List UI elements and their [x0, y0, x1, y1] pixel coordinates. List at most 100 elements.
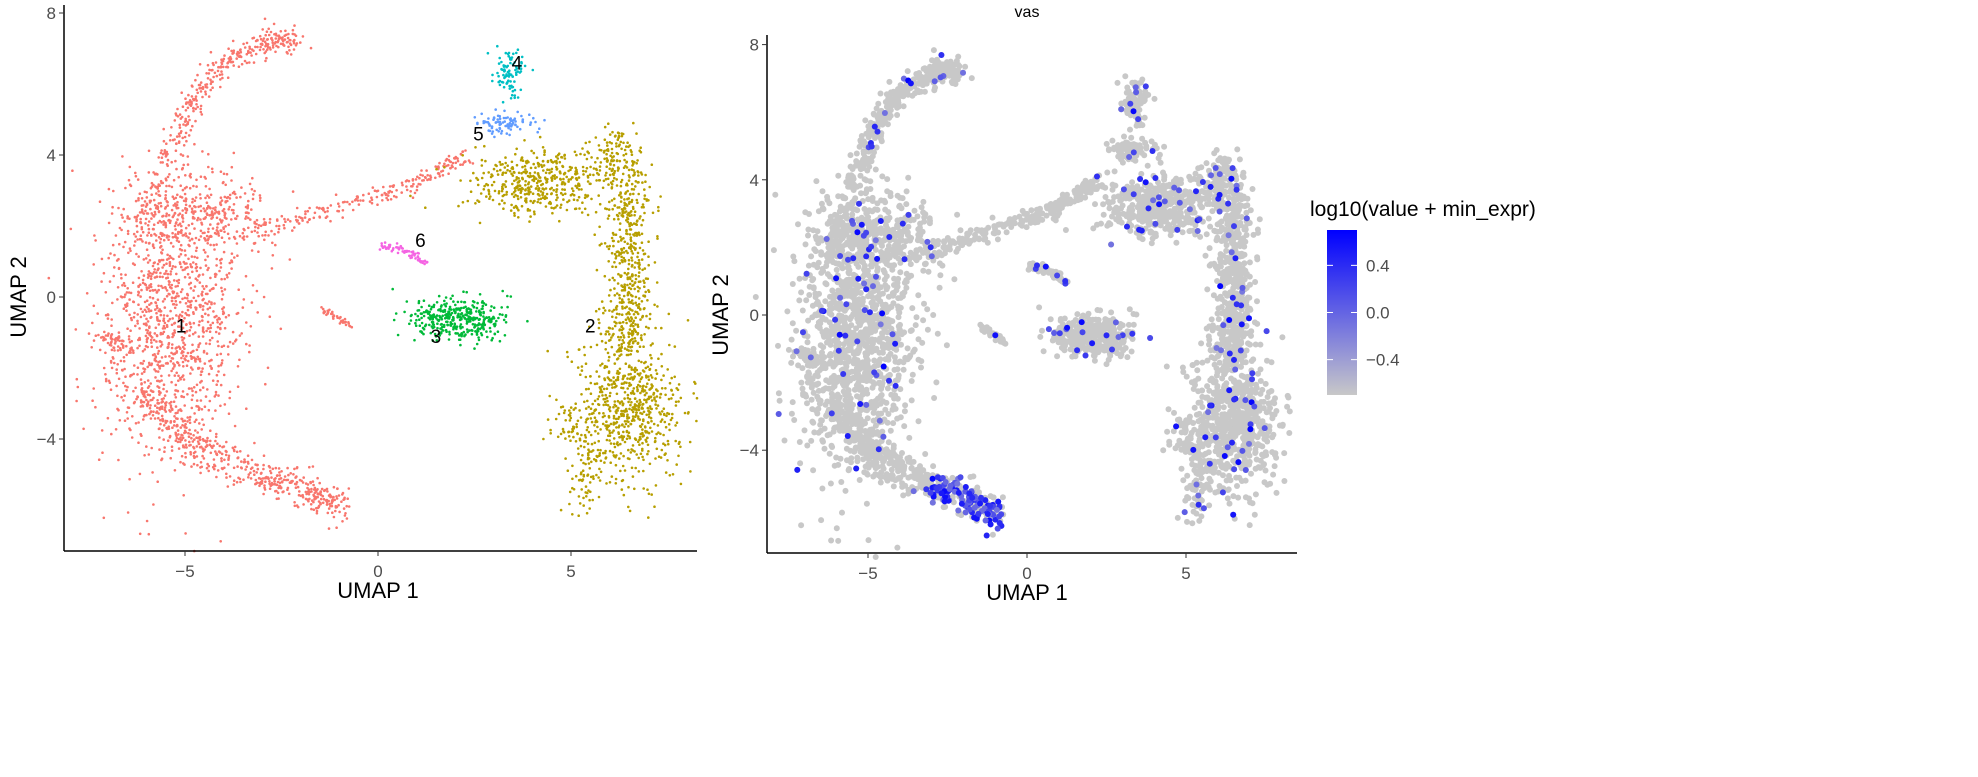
cell-point-cluster-1 — [116, 349, 120, 352]
cell-point-cluster-1 — [92, 339, 96, 342]
cell-point-cluster-1 — [235, 196, 238, 199]
cell-point-cluster-1 — [98, 200, 102, 203]
cell-point-cluster-2 — [636, 325, 640, 329]
cell-point-cluster-2 — [630, 249, 633, 253]
cell-point-cluster-1 — [163, 207, 167, 210]
cell-point-cluster-1 — [145, 248, 149, 251]
cell-point-cluster-5 — [538, 127, 541, 130]
cell-point-cluster-1 — [329, 504, 332, 508]
cell-point-cluster-2 — [624, 192, 627, 195]
cell-point-cluster-1 — [289, 43, 293, 47]
cell-point-cluster-1 — [157, 349, 161, 353]
cell-point-cluster-1 — [326, 206, 330, 210]
cell-point-cluster-1 — [215, 452, 218, 456]
cell-point-cluster-2 — [572, 198, 576, 201]
cell-point-cluster-2 — [581, 165, 585, 169]
cell-point-cluster-1 — [256, 45, 259, 49]
cell-point-cluster-4 — [501, 100, 505, 104]
cell-point-cluster-1 — [170, 126, 173, 129]
cell-point-cluster-1 — [214, 275, 217, 279]
cell-point-cluster-2 — [612, 376, 615, 379]
cell-point-cluster-1 — [238, 358, 241, 362]
cell-point-cluster-3 — [476, 301, 479, 305]
cell-point-cluster-1 — [223, 241, 226, 244]
cell-point-cluster-2 — [627, 145, 630, 149]
cell-point-cluster-1 — [152, 171, 155, 174]
cell-point-cluster-2 — [539, 197, 543, 201]
cell-point-cluster-1 — [122, 359, 126, 363]
cell-point-cluster-2 — [615, 442, 619, 446]
cell-point-cluster-2 — [586, 426, 589, 429]
cell-point-cluster-1 — [108, 280, 112, 283]
cell-point-cluster-2 — [641, 407, 644, 410]
cell-point-cluster-2 — [632, 241, 636, 245]
cell-point-cluster-2 — [584, 462, 587, 466]
cell-point-cluster-2 — [614, 265, 618, 269]
cell-point-cluster-1 — [209, 429, 212, 433]
cell-point-cluster-2 — [614, 233, 618, 236]
cell-point-cluster-1 — [137, 276, 141, 280]
cell-point-cluster-1 — [138, 283, 142, 287]
cell-point-cluster-1 — [201, 285, 204, 288]
cell-point-cluster-2 — [555, 168, 559, 171]
cell-point-cluster-1 — [150, 363, 153, 367]
cell-point-cluster-1 — [262, 454, 266, 458]
cell-point-cluster-2 — [639, 146, 642, 149]
cell-point-cluster-1 — [148, 289, 152, 293]
cell-point-cluster-1 — [75, 399, 78, 403]
cell-point-cluster-1 — [181, 354, 185, 358]
cell-point-cluster-1 — [166, 314, 169, 318]
cell-point-cluster-1 — [120, 228, 123, 232]
cell-point-cluster-2 — [617, 335, 620, 339]
cell-point-cluster-2 — [625, 420, 629, 423]
cell-point-cluster-2 — [683, 411, 687, 415]
cell-point-cluster-1 — [170, 208, 174, 212]
cell-point-cluster-2 — [636, 388, 639, 391]
cell-point-cluster-2 — [532, 174, 535, 178]
cell-point-cluster-1 — [413, 191, 417, 195]
cell-point-cluster-1 — [170, 283, 174, 287]
cell-point-cluster-2 — [561, 181, 564, 184]
cell-point-cluster-1 — [278, 481, 282, 485]
cell-point-cluster-2 — [622, 430, 625, 434]
cell-point-cluster-2 — [592, 477, 595, 481]
cell-point-cluster-2 — [605, 428, 609, 431]
cell-point-cluster-1 — [188, 329, 192, 332]
cell-point-cluster-5 — [494, 121, 498, 124]
cell-point-cluster-1 — [176, 429, 180, 432]
cell-point-cluster-1 — [207, 266, 210, 270]
cell-point-cluster-1 — [181, 297, 184, 301]
cell-point-cluster-2 — [589, 165, 592, 169]
cell-point-cluster-2 — [582, 169, 585, 173]
cell-point-cluster-2 — [622, 341, 626, 344]
cell-point-cluster-1 — [220, 321, 224, 324]
cell-point-cluster-1 — [127, 178, 131, 182]
cell-point-cluster-1 — [295, 206, 299, 210]
cell-point-cluster-2 — [673, 345, 677, 348]
cell-point-cluster-3 — [458, 338, 462, 342]
cell-point-cluster-1 — [184, 311, 187, 315]
cell-point-cluster-2 — [640, 423, 644, 426]
cell-point-cluster-1 — [181, 360, 185, 364]
cell-point-cluster-2 — [587, 151, 590, 155]
cell-point-cluster-1 — [145, 286, 149, 289]
cell-point-cluster-1 — [265, 30, 269, 33]
cell-point-cluster-1 — [197, 345, 200, 349]
cell-point-cluster-1 — [206, 436, 209, 440]
cell-point-cluster-1 — [256, 311, 260, 314]
cell-point-cluster-2 — [605, 438, 609, 442]
cell-point-cluster-1 — [335, 495, 338, 498]
cell-point-cluster-2 — [629, 345, 632, 349]
cell-point-cluster-1 — [451, 161, 455, 165]
cell-point-cluster-1 — [307, 499, 310, 503]
cell-point-cluster-1 — [209, 88, 212, 92]
cell-point-cluster-2 — [615, 142, 618, 145]
cell-point-cluster-1 — [153, 210, 157, 214]
cell-point-cluster-1 — [313, 486, 317, 490]
cell-point-cluster-1 — [320, 306, 323, 309]
cell-point-cluster-1 — [267, 234, 270, 237]
cell-point-cluster-2 — [555, 176, 558, 179]
cell-point-cluster-1 — [194, 107, 197, 111]
cell-point-cluster-1 — [150, 217, 153, 220]
cell-point-cluster-2 — [602, 412, 605, 415]
